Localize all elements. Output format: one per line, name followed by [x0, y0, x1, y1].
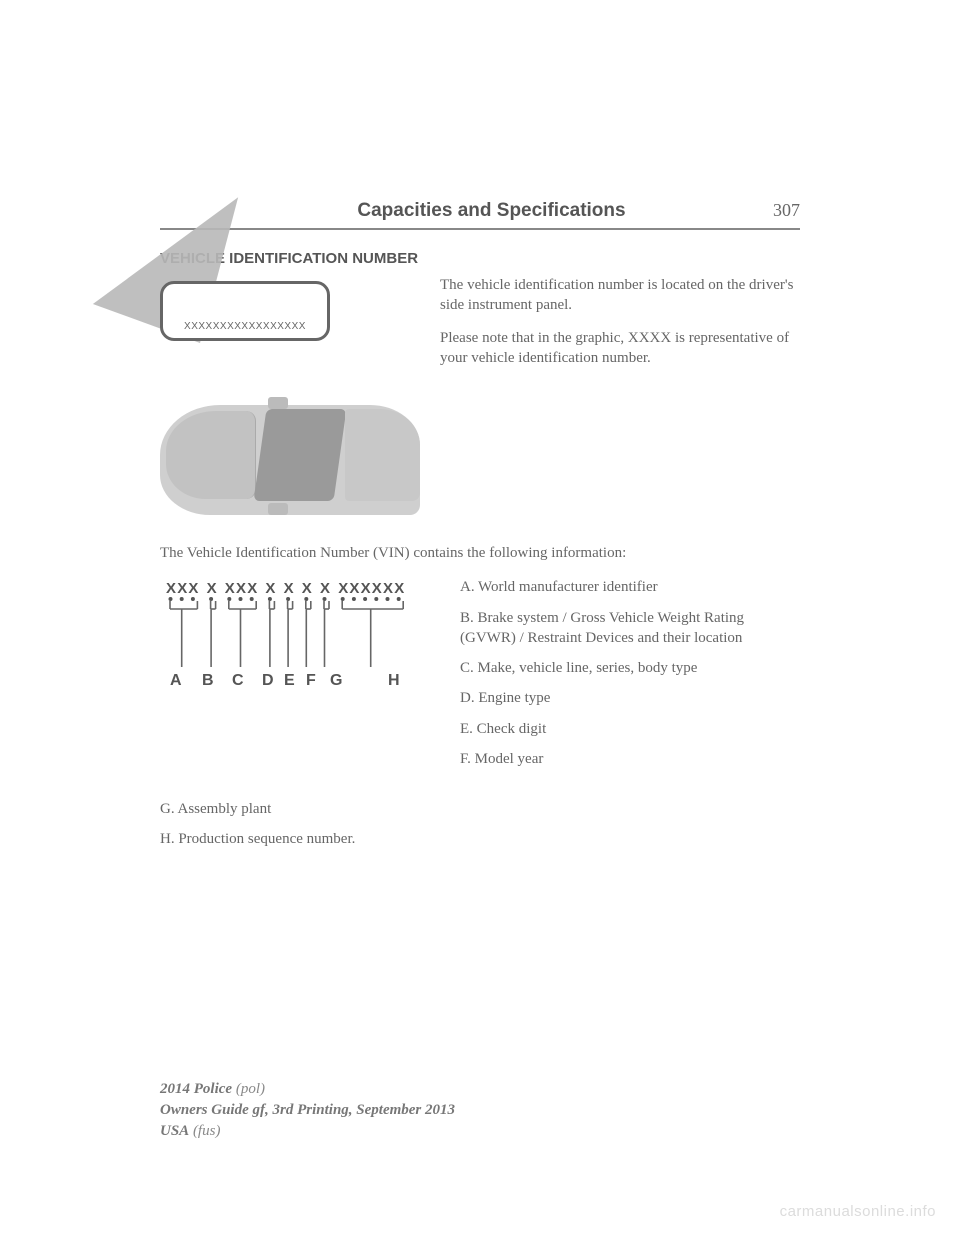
vin-location-block: XXXXXXXXXXXXXXXXX The vehicle identifica… [160, 275, 800, 505]
footer-line-2: Owners Guide gf, 3rd Printing, September… [160, 1100, 455, 1121]
decode-item-d: D. Engine type [460, 688, 800, 708]
svg-text:X: X [247, 580, 257, 597]
vin-decode-illustration: XXXXXXXXXXXXXXXXXABCDEFGH [160, 577, 440, 779]
mid-paragraph: The Vehicle Identification Number (VIN) … [160, 543, 800, 563]
vin-decode-block: XXXXXXXXXXXXXXXXXABCDEFGH A. World manuf… [160, 577, 800, 779]
vin-decode-svg: XXXXXXXXXXXXXXXXXABCDEFGH [160, 577, 440, 697]
svg-text:B: B [202, 672, 214, 689]
decode-item-a: A. World manufacturer identifier [460, 577, 800, 597]
decode-item-c: C. Make, vehicle line, series, body type [460, 658, 800, 678]
svg-text:X: X [320, 580, 330, 597]
svg-text:X: X [338, 580, 348, 597]
svg-text:G: G [330, 672, 342, 689]
footer-region-code: (fus) [193, 1123, 221, 1139]
svg-text:E: E [284, 672, 295, 689]
svg-text:X: X [207, 580, 217, 597]
decode-items-right: A. World manufacturer identifier B. Brak… [460, 577, 800, 779]
page-header: Capacities and Specifications 307 [160, 200, 800, 230]
svg-text:A: A [170, 672, 182, 689]
svg-text:X: X [177, 580, 187, 597]
vin-plate-text: XXXXXXXXXXXXXXXXX [184, 321, 306, 332]
watermark: carmanualsonline.info [780, 1203, 936, 1220]
svg-text:X: X [284, 580, 294, 597]
section-heading: VEHICLE IDENTIFICATION NUMBER [160, 250, 800, 267]
decode-item-b: B. Brake system / Gross Vehicle Weight R… [460, 608, 800, 649]
decode-item-e: E. Check digit [460, 719, 800, 739]
svg-text:X: X [372, 580, 382, 597]
footer-model-code: (pol) [236, 1081, 265, 1097]
decode-item-g: G. Assembly plant [160, 799, 800, 819]
svg-text:X: X [236, 580, 246, 597]
svg-text:C: C [232, 672, 244, 689]
svg-text:X: X [361, 580, 371, 597]
footer-line-1: 2014 Police (pol) [160, 1079, 455, 1100]
decode-item-f: F. Model year [460, 749, 800, 769]
svg-text:X: X [394, 580, 404, 597]
svg-text:X: X [166, 580, 176, 597]
header-title: Capacities and Specifications [160, 200, 773, 222]
page: Capacities and Specifications 307 VEHICL… [0, 0, 960, 850]
svg-text:X: X [265, 580, 275, 597]
footer-region: USA [160, 1123, 189, 1139]
vin-location-illustration: XXXXXXXXXXXXXXXXX [160, 275, 420, 505]
vin-plate: XXXXXXXXXXXXXXXXX [160, 281, 330, 341]
svg-text:D: D [262, 672, 274, 689]
footer-line-3: USA (fus) [160, 1121, 455, 1142]
footer-model: 2014 Police [160, 1081, 232, 1097]
svg-text:X: X [349, 580, 359, 597]
svg-text:X: X [302, 580, 312, 597]
svg-text:F: F [306, 672, 316, 689]
intro-para-1: The vehicle identification number is loc… [440, 275, 800, 316]
svg-text:X: X [225, 580, 235, 597]
intro-para-2: Please note that in the graphic, XXXX is… [440, 328, 800, 369]
decode-items-below: G. Assembly plant H. Production sequence… [160, 799, 800, 850]
svg-text:X: X [188, 580, 198, 597]
svg-text:X: X [383, 580, 393, 597]
footer: 2014 Police (pol) Owners Guide gf, 3rd P… [160, 1079, 455, 1142]
page-number: 307 [773, 200, 800, 221]
svg-text:H: H [388, 672, 400, 689]
car-body [160, 375, 420, 515]
intro-text: The vehicle identification number is loc… [440, 275, 800, 505]
decode-item-h: H. Production sequence number. [160, 829, 800, 849]
